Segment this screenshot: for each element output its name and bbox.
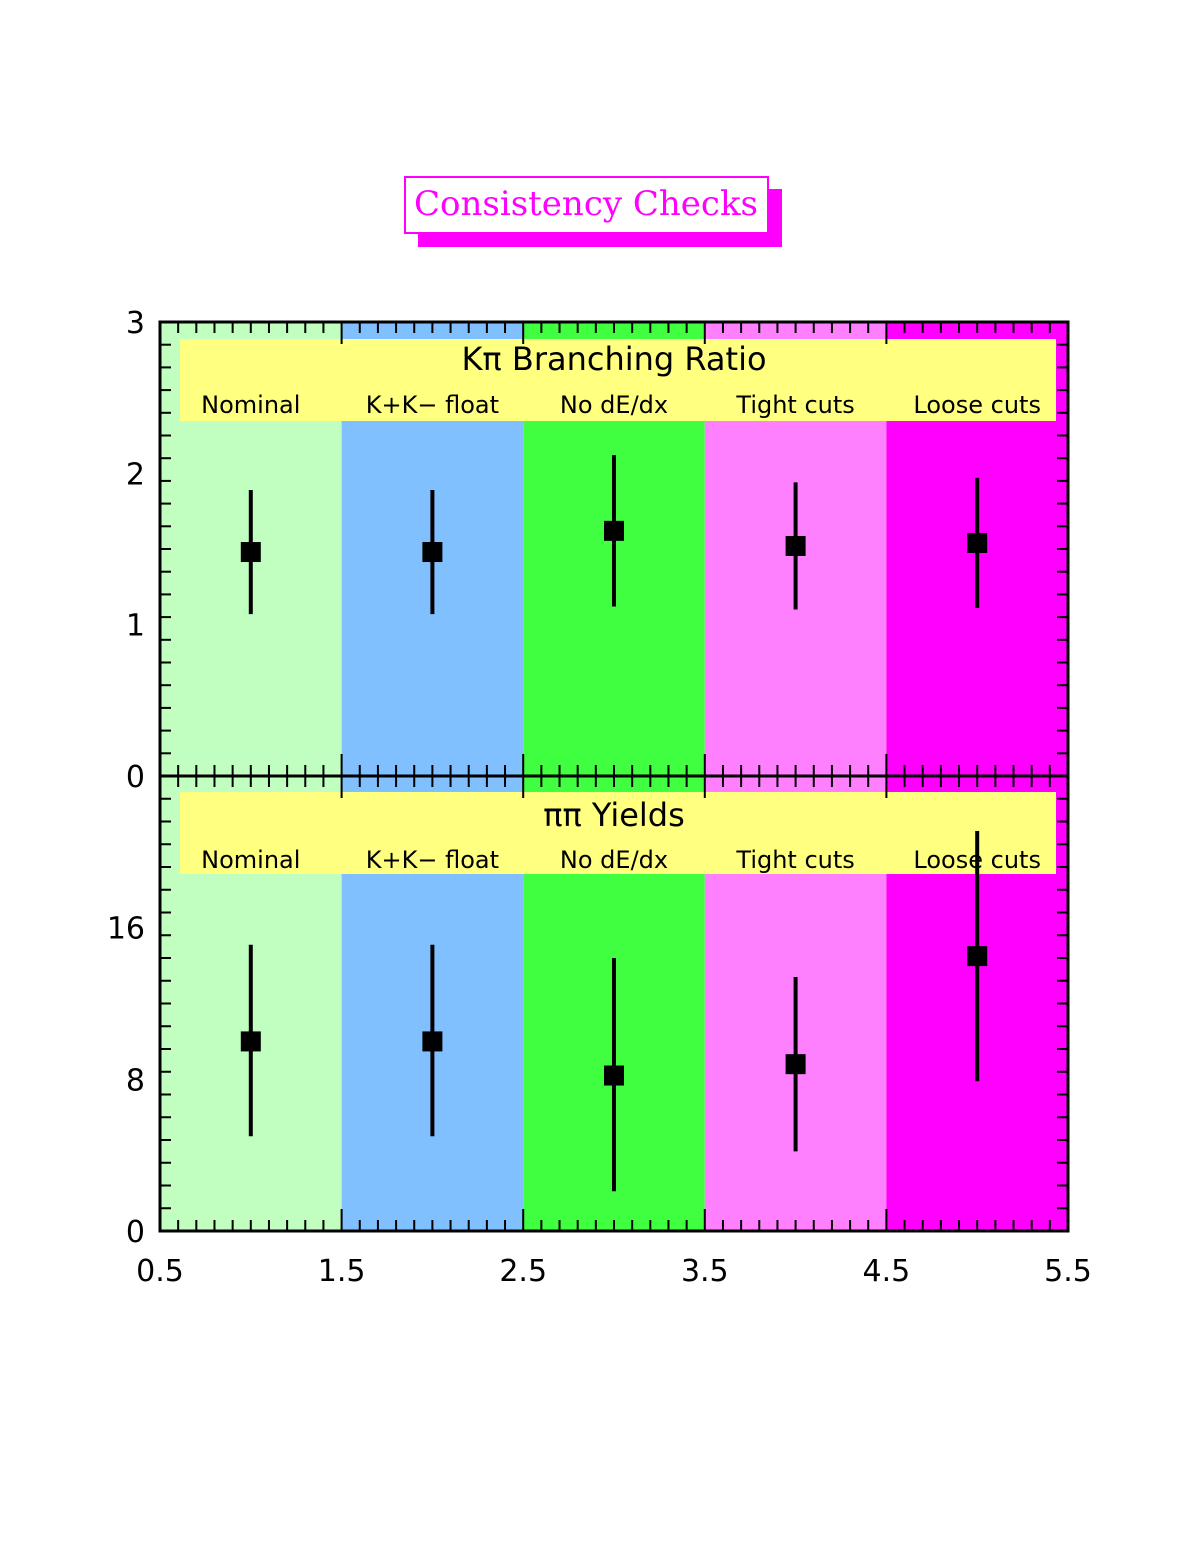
- category-label: Tight cuts: [735, 846, 854, 874]
- figure-title: Consistency Checks: [404, 176, 782, 247]
- data-point: [240, 1031, 261, 1052]
- data-point: [604, 520, 624, 541]
- panel-kpi-branching-ratio: Kπ Branching Ratio Nominal K+K− float No dE…: [126, 306, 1070, 795]
- panel-title: Kπ Branching Ratio: [461, 340, 766, 378]
- data-point: [785, 1054, 806, 1075]
- label-box: [180, 339, 1056, 421]
- data-point: [422, 1031, 443, 1052]
- category-label: No dE/dx: [560, 391, 668, 419]
- data-point: [604, 1065, 624, 1086]
- category-label: K+K− float: [366, 846, 499, 874]
- category-label: Loose cuts: [913, 391, 1041, 419]
- figure-title-text: Consistency Checks: [414, 184, 758, 224]
- y-tick-label: 3: [126, 306, 145, 341]
- x-tick-label: 1.5: [318, 1254, 366, 1289]
- category-label: Tight cuts: [735, 391, 854, 419]
- panel-title: ππ Yields: [543, 796, 685, 834]
- category-label: Nominal: [201, 391, 300, 419]
- category-label: K+K− float: [366, 391, 499, 419]
- y-tick-label: 8: [126, 1063, 145, 1098]
- category-label: No dE/dx: [560, 846, 668, 874]
- x-tick-label: 4.5: [863, 1254, 911, 1289]
- data-point: [422, 542, 443, 563]
- y-tick-label: 2: [126, 457, 145, 492]
- y-tick-label: 0: [126, 1215, 145, 1250]
- y-tick-label: 0: [126, 760, 145, 795]
- x-tick-label: 5.5: [1044, 1254, 1092, 1289]
- data-point: [240, 542, 261, 563]
- x-tick-label: 3.5: [681, 1254, 729, 1289]
- title-box: [404, 176, 769, 234]
- x-tick-label: 0.5: [136, 1254, 184, 1289]
- data-point: [967, 532, 988, 553]
- y-tick-label: 16: [107, 912, 145, 947]
- x-tick-label: 2.5: [499, 1254, 547, 1289]
- data-point: [967, 946, 988, 967]
- category-label: Nominal: [201, 846, 300, 874]
- y-tick-label: 1: [126, 609, 145, 644]
- label-box: [180, 792, 1056, 874]
- panel-pipi-yields: ππ Yields Nominal K+K− float No dE/dx Tight …: [107, 774, 1092, 1289]
- data-point: [785, 535, 806, 556]
